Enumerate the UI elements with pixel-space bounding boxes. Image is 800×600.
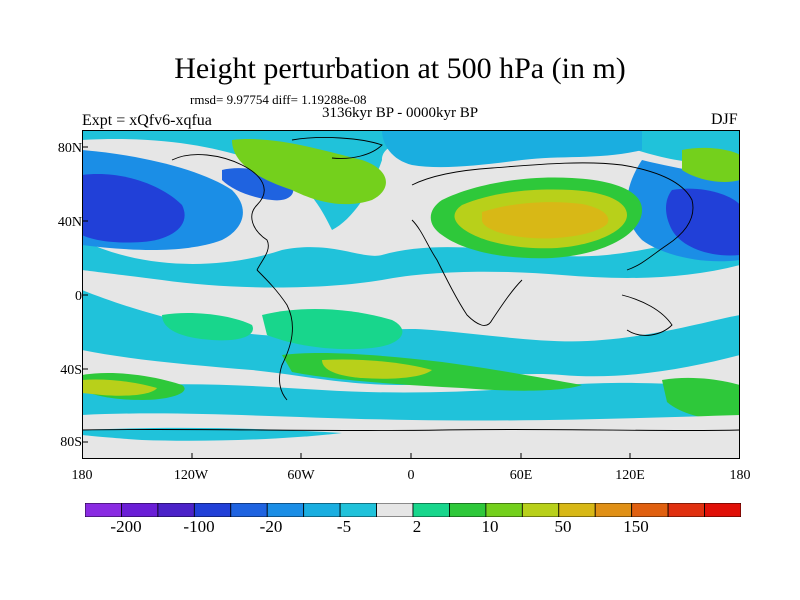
colorbar-swatch xyxy=(667,503,705,517)
colorbar-label: 10 xyxy=(481,517,499,536)
colorbar-swatch xyxy=(449,503,487,517)
map-title: Height perturbation at 500 hPa (in m) xyxy=(174,52,626,85)
colorbar-label: -200 xyxy=(110,517,142,536)
lon-label: 180 xyxy=(71,468,93,483)
lat-label: 0 xyxy=(75,289,82,304)
colorbar-swatch xyxy=(85,503,122,517)
colorbar-swatch xyxy=(303,503,341,517)
colorbar-label: 50 xyxy=(554,517,572,536)
colorbar-swatch xyxy=(485,503,523,517)
stats-text: rmsd= 9.97754 diff= 1.19288e-08 xyxy=(190,92,367,107)
experiment-label: Expt = xQfv6-xqfua xyxy=(82,112,212,129)
lon-label: 180 xyxy=(729,468,751,483)
colorbar-swatch xyxy=(121,503,159,517)
lon-label: 120E xyxy=(615,468,645,483)
coastlines xyxy=(82,137,740,432)
colorbar-swatch xyxy=(193,503,232,517)
colorbar-swatch xyxy=(412,503,450,517)
colorbar-label: 2 xyxy=(412,517,422,536)
colorbar-swatch xyxy=(376,503,414,517)
colorbar-label: -100 xyxy=(183,517,215,536)
colorbar-swatch xyxy=(157,503,195,517)
colorbar-swatch xyxy=(631,503,669,517)
lon-label: 0 xyxy=(407,468,415,483)
axis-ticks xyxy=(82,146,631,459)
lat-label: 80N xyxy=(57,141,82,156)
colorbar-swatch xyxy=(266,503,305,517)
lat-label: 40N xyxy=(57,215,82,230)
height-perturbation-map xyxy=(82,130,740,459)
colorbar xyxy=(85,503,741,517)
period-text: 3136kyr BP - 0000kyr BP xyxy=(322,105,479,121)
contour-fields xyxy=(82,130,740,459)
lon-label: 60W xyxy=(287,468,315,483)
lat-label: 80S xyxy=(60,435,82,450)
lon-label: 60E xyxy=(509,468,533,483)
colorbar-swatch xyxy=(704,503,741,517)
colorbar-label: -20 xyxy=(259,517,283,536)
season-label: DJF xyxy=(711,111,738,128)
colorbar-swatch xyxy=(594,503,633,517)
colorbar-swatch xyxy=(521,503,560,517)
lon-label: 120W xyxy=(173,468,209,483)
lat-label: 40S xyxy=(60,363,82,378)
colorbar-swatch xyxy=(558,503,596,517)
colorbar-swatch xyxy=(230,503,268,517)
colorbar-label: -5 xyxy=(336,517,352,536)
colorbar-label: 150 xyxy=(623,517,649,536)
colorbar-swatch xyxy=(339,503,377,517)
